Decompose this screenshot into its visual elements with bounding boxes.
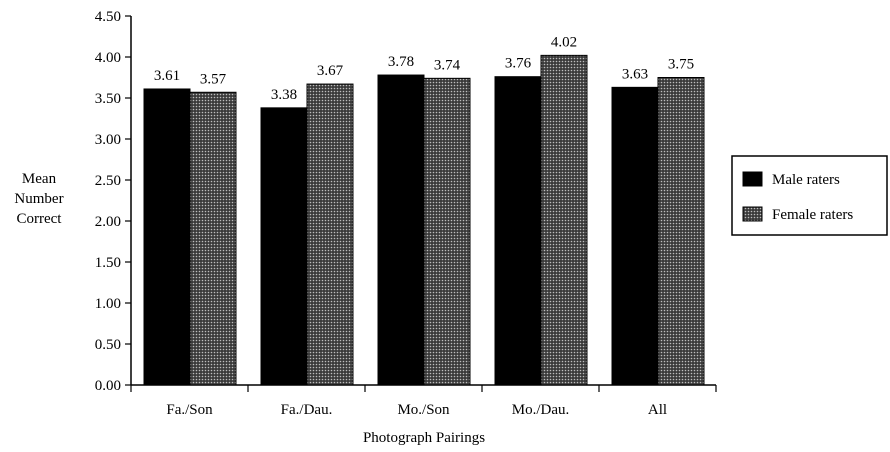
y-axis-title-line-1: Mean — [22, 171, 57, 187]
y-tick-label: 3.00 — [95, 132, 121, 148]
x-category-label: All — [648, 402, 667, 418]
data-label-female-raters-fa-son: 3.57 — [200, 71, 227, 87]
y-tick-label: 2.50 — [95, 173, 121, 189]
x-category-label: Fa./Son — [166, 402, 213, 418]
y-axis-title-line-2: Number — [14, 191, 63, 207]
bar-female-raters-fa-son — [189, 91, 237, 386]
bar-male-raters-all — [611, 86, 659, 386]
y-tick-label: 1.50 — [95, 255, 121, 271]
data-label-female-raters-fa-dau: 3.67 — [317, 63, 344, 79]
bar-female-raters-all — [657, 77, 705, 386]
data-label-male-raters-mo-dau: 3.76 — [505, 56, 532, 72]
legend-swatch-female-raters — [742, 206, 763, 222]
bar-male-raters-fa-son — [143, 88, 191, 386]
data-label-female-raters-all: 3.75 — [668, 57, 694, 73]
data-label-male-raters-fa-dau: 3.38 — [271, 87, 297, 103]
data-label-male-raters-all: 3.63 — [622, 66, 648, 82]
y-tick-label: 4.00 — [95, 50, 121, 66]
y-tick-label: 1.00 — [95, 296, 121, 312]
bar-female-raters-fa-dau — [306, 83, 354, 386]
x-category-label: Mo./Son — [397, 402, 450, 418]
bar-male-raters-mo-son — [377, 74, 425, 386]
legend-swatch-male-raters — [742, 171, 763, 187]
x-category-label: Mo./Dau. — [512, 402, 570, 418]
y-tick-label: 4.50 — [95, 9, 121, 25]
data-label-male-raters-mo-son: 3.78 — [388, 54, 414, 70]
bar-male-raters-mo-dau — [494, 76, 542, 386]
y-tick-label: 3.50 — [95, 91, 121, 107]
bar-female-raters-mo-son — [423, 77, 471, 386]
bar-female-raters-mo-dau — [540, 54, 588, 386]
legend-label-female-raters: Female raters — [772, 207, 853, 223]
y-tick-label: 0.50 — [95, 337, 121, 353]
y-tick-label: 2.00 — [95, 214, 121, 230]
data-label-male-raters-fa-son: 3.61 — [154, 68, 180, 84]
y-axis-title-line-3: Correct — [17, 211, 63, 227]
x-category-label: Fa./Dau. — [281, 402, 333, 418]
x-axis-title: Photograph Pairings — [363, 430, 485, 446]
legend-label-male-raters: Male raters — [772, 172, 840, 188]
bar-male-raters-fa-dau — [260, 107, 308, 386]
legend: Male raters Female raters — [731, 155, 888, 236]
legend-box — [731, 155, 888, 236]
data-label-female-raters-mo-son: 3.74 — [434, 57, 461, 73]
y-tick-label: 0.00 — [95, 378, 121, 394]
data-label-female-raters-mo-dau: 4.02 — [551, 34, 577, 50]
